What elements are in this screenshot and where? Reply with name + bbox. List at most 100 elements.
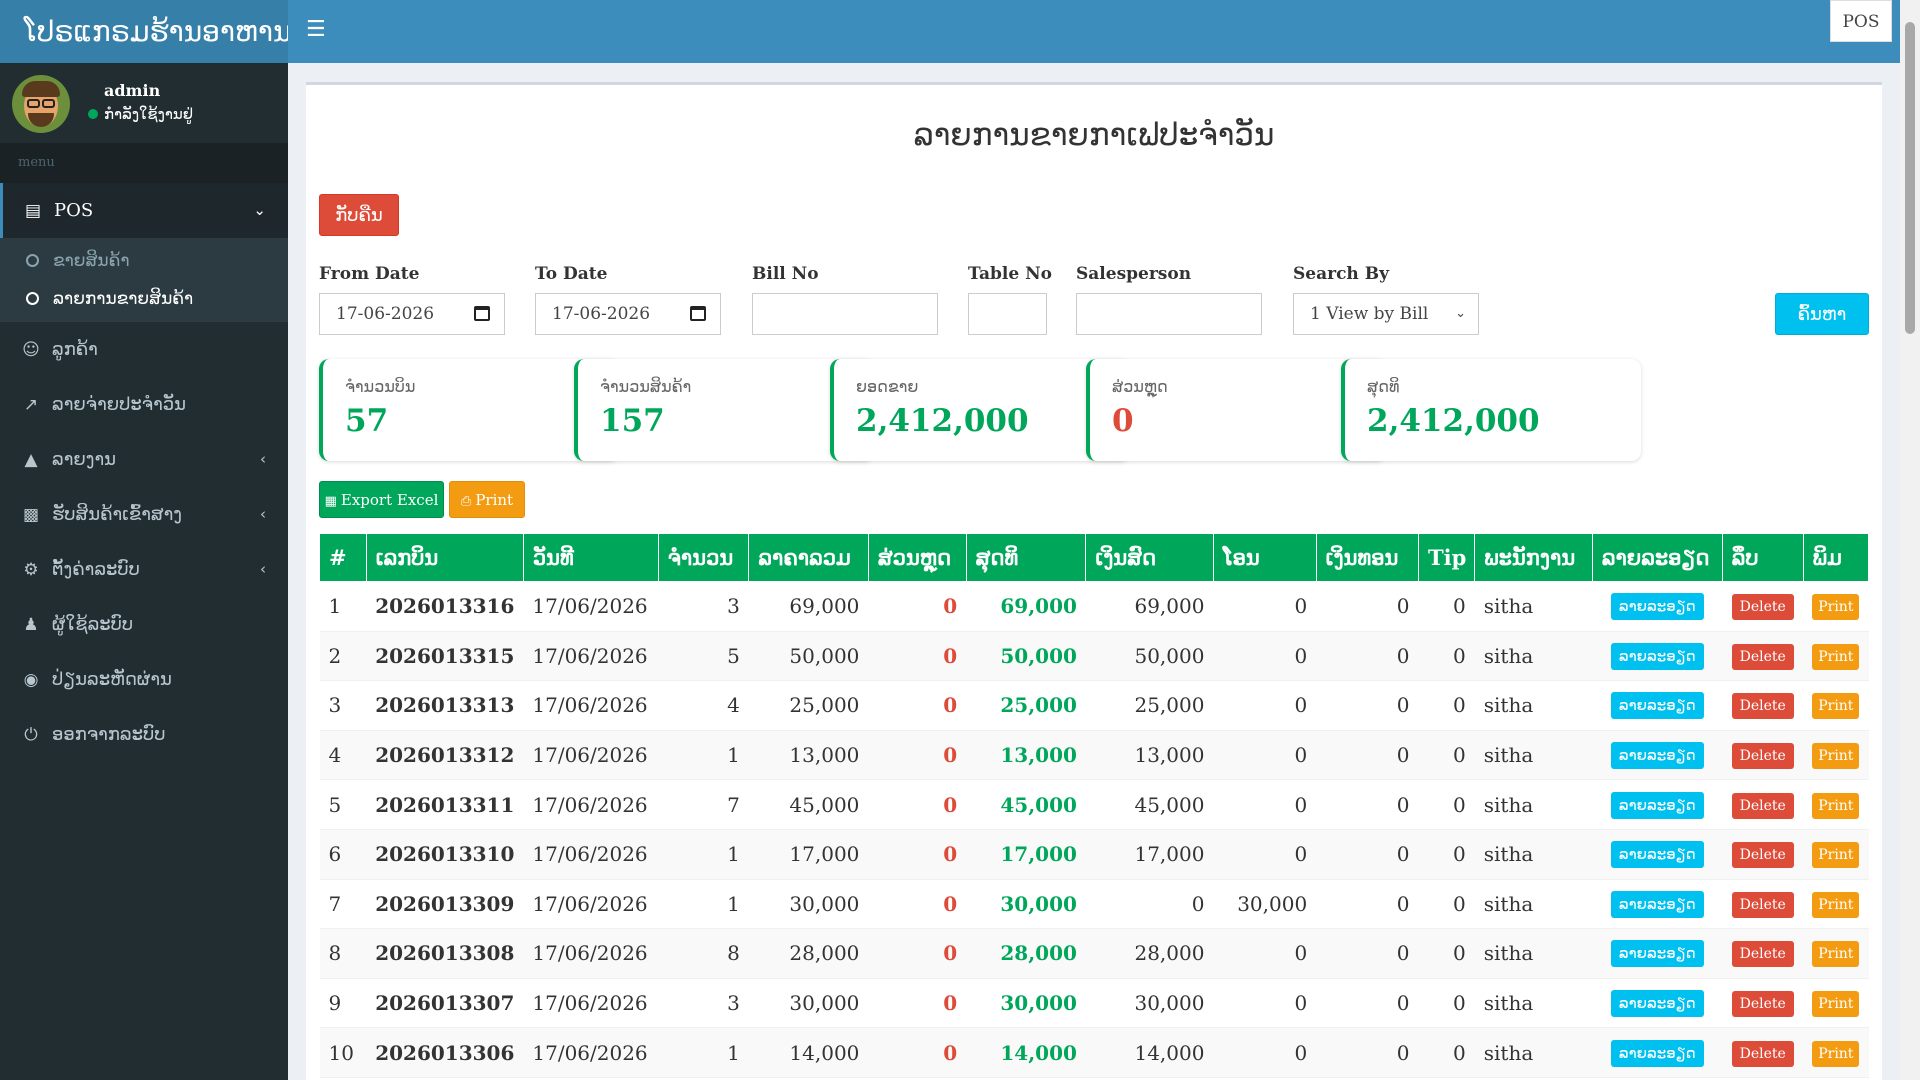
salesperson-input[interactable] [1076, 293, 1262, 335]
calendar-icon[interactable] [690, 306, 706, 321]
detail-button[interactable]: ລາຍລະອຽດ [1610, 692, 1704, 720]
search-button[interactable]: ຄົ້ນຫາ [1775, 293, 1869, 335]
bill-staff: sitha [1474, 978, 1593, 1029]
detail-button-cell: ລາຍລະອຽດ [1592, 1027, 1723, 1078]
detail-button[interactable]: ລາຍລະອຽດ [1610, 990, 1704, 1018]
bill-transfer: 0 [1213, 928, 1317, 979]
row-number: 4 [319, 730, 367, 781]
print-row-button[interactable]: Print [1812, 891, 1860, 918]
delete-button[interactable]: Delete [1731, 594, 1794, 621]
print-button[interactable]: ⎙ Print [449, 481, 525, 518]
print-row-button[interactable]: Print [1812, 693, 1860, 720]
stat-label: ຈຳນວນສິນຄ້າ [600, 377, 692, 396]
delete-button[interactable]: Delete [1731, 991, 1794, 1018]
sidebar-subitem-sales-list[interactable]: ລາຍການຂາຍສິນຄ້າ [0, 280, 288, 318]
delete-button[interactable]: Delete [1731, 643, 1794, 670]
sidebar-item-customers[interactable]: ☺ ລູກຄ້າ [0, 322, 288, 377]
detail-button[interactable]: ລາຍລະອຽດ [1610, 940, 1704, 968]
bill-total: 28,000 [748, 928, 869, 979]
print-row-button[interactable]: Print [1812, 941, 1860, 968]
pos-button[interactable]: POS [1830, 0, 1892, 42]
sidebar-item-change-password[interactable]: ◉ ປ່ຽນລະຫັດຜ່ານ [0, 652, 288, 707]
sidebar: admin ກຳລັງໃຊ້ງານຢູ່ menu ▤ POS ⌄ ຂາຍສິນຄ… [0, 63, 288, 1080]
app-brand[interactable]: ໂປຣແກຣມຮ້ານອາຫານ [0, 0, 288, 63]
detail-button[interactable]: ລາຍລະອຽດ [1610, 890, 1704, 918]
column-header: ສ່ວນຫຼຸດ [867, 533, 967, 582]
stat-card-net: ສຸດທິ 2,412,000 [1341, 359, 1641, 461]
back-button[interactable]: ກັບຄືນ [319, 194, 399, 236]
delete-button[interactable]: Delete [1731, 941, 1794, 968]
page-scrollbar[interactable] [1900, 0, 1920, 1080]
menu-toggle-icon[interactable]: ☰ [306, 17, 326, 42]
bill-staff: sitha [1474, 879, 1593, 930]
table-no-input[interactable] [968, 293, 1047, 335]
chevron-down-icon: ⌄ [253, 201, 266, 219]
sidebar-item-reports[interactable]: ▲ ລາຍງານ ‹ [0, 432, 288, 487]
detail-button[interactable]: ລາຍລະອຽດ [1610, 642, 1704, 670]
sidebar-item-pos[interactable]: ▤ POS ⌄ [0, 183, 288, 238]
bill-change: 0 [1316, 730, 1419, 781]
search-by-select[interactable]: 1 View by Bill ⌄ [1293, 293, 1479, 335]
bill-number: 2026013310 [366, 829, 524, 880]
print-row-button[interactable]: Print [1812, 792, 1860, 819]
print-row-button[interactable]: Print [1812, 743, 1860, 770]
bill-date: 17/06/2026 [523, 829, 659, 880]
user-status: ກຳລັງໃຊ້ງານຢູ່ [88, 105, 193, 123]
bill-total: 69,000 [748, 581, 869, 632]
delete-button[interactable]: Delete [1731, 891, 1794, 918]
print-row-button[interactable]: Print [1812, 594, 1860, 621]
detail-button[interactable]: ລາຍລະອຽດ [1610, 841, 1704, 869]
bill-cash: 13,000 [1085, 730, 1214, 781]
detail-button[interactable]: ລາຍລະອຽດ [1610, 593, 1704, 621]
sidebar-subitem-sell[interactable]: ຂາຍສິນຄ້າ [0, 242, 288, 280]
delete-button[interactable]: Delete [1731, 792, 1794, 819]
bill-number: 2026013307 [366, 978, 524, 1029]
delete-button[interactable]: Delete [1731, 693, 1794, 720]
delete-button[interactable]: Delete [1731, 842, 1794, 869]
sidebar-subitem-label: ຂາຍສິນຄ້າ [53, 251, 130, 271]
calendar-icon[interactable] [474, 306, 490, 321]
print-row-button[interactable]: Print [1812, 1040, 1860, 1067]
detail-button[interactable]: ລາຍລະອຽດ [1610, 791, 1704, 819]
export-excel-button[interactable]: ▦ Export Excel [319, 481, 444, 518]
delete-button-cell: Delete [1722, 928, 1804, 979]
sidebar-item-users[interactable]: ♟ ຜູ້ໃຊ້ລະບົບ [0, 597, 288, 652]
sidebar-item-receive-stock[interactable]: ▩ ຮັບສິນຄ້າເຂົ້າສາງ ‹ [0, 487, 288, 542]
print-row-button[interactable]: Print [1812, 643, 1860, 670]
bill-net: 13,000 [966, 730, 1086, 781]
bill-transfer: 0 [1213, 829, 1317, 880]
bill-total: 30,000 [748, 879, 869, 930]
bill-transfer: 0 [1213, 581, 1317, 632]
bill-net: 50,000 [966, 631, 1086, 682]
print-row-button[interactable]: Print [1812, 991, 1860, 1018]
bill-tip: 0 [1418, 978, 1475, 1029]
sidebar-item-daily-expense[interactable]: ↗ ລາຍຈ່າຍປະຈຳວັນ [0, 377, 288, 432]
user-panel: admin ກຳລັງໃຊ້ງານຢູ່ [0, 63, 288, 143]
bill-discount: 0 [868, 829, 967, 880]
delete-button[interactable]: Delete [1731, 1040, 1794, 1067]
column-header: ເງິນທອນ [1315, 533, 1419, 582]
from-date-input[interactable]: 17-06-2026 [319, 293, 505, 335]
bill-cash: 14,000 [1085, 1027, 1214, 1078]
detail-button-cell: ລາຍລະອຽດ [1592, 928, 1723, 979]
scrollbar-thumb[interactable] [1905, 22, 1915, 334]
sidebar-item-logout[interactable]: ⏻ ອອກຈາກລະບົບ [0, 707, 288, 762]
detail-button[interactable]: ລາຍລະອຽດ [1610, 742, 1704, 770]
page-title: ລາຍການຂາຍກາເຟປະຈຳວັນ [913, 117, 1275, 153]
to-date-input[interactable]: 17-06-2026 [535, 293, 721, 335]
bill-change: 0 [1316, 1027, 1419, 1078]
column-header: ລຶບ [1721, 533, 1804, 582]
detail-button[interactable]: ລາຍລະອຽດ [1610, 1039, 1704, 1067]
bill-no-input[interactable] [752, 293, 938, 335]
bill-number: 2026013315 [366, 631, 524, 682]
print-row-button-cell: Print [1803, 581, 1869, 632]
chevron-left-icon: ‹ [260, 450, 266, 468]
sidebar-item-settings[interactable]: ⚙ ຕັ້ງຄ່າລະບົບ ‹ [0, 542, 288, 597]
bill-staff: sitha [1474, 680, 1593, 731]
delete-button[interactable]: Delete [1731, 743, 1794, 770]
bill-net: 45,000 [966, 779, 1086, 830]
print-row-button[interactable]: Print [1812, 842, 1860, 869]
table-header-row: # ເລກບິນ ວັນທີ ຈຳນວນ ລາຄາລວມ ສ່ວນຫຼຸດ ສຸ… [319, 533, 1870, 582]
row-number: 6 [319, 829, 367, 880]
stat-label: ສຸດທິ [1367, 377, 1400, 396]
